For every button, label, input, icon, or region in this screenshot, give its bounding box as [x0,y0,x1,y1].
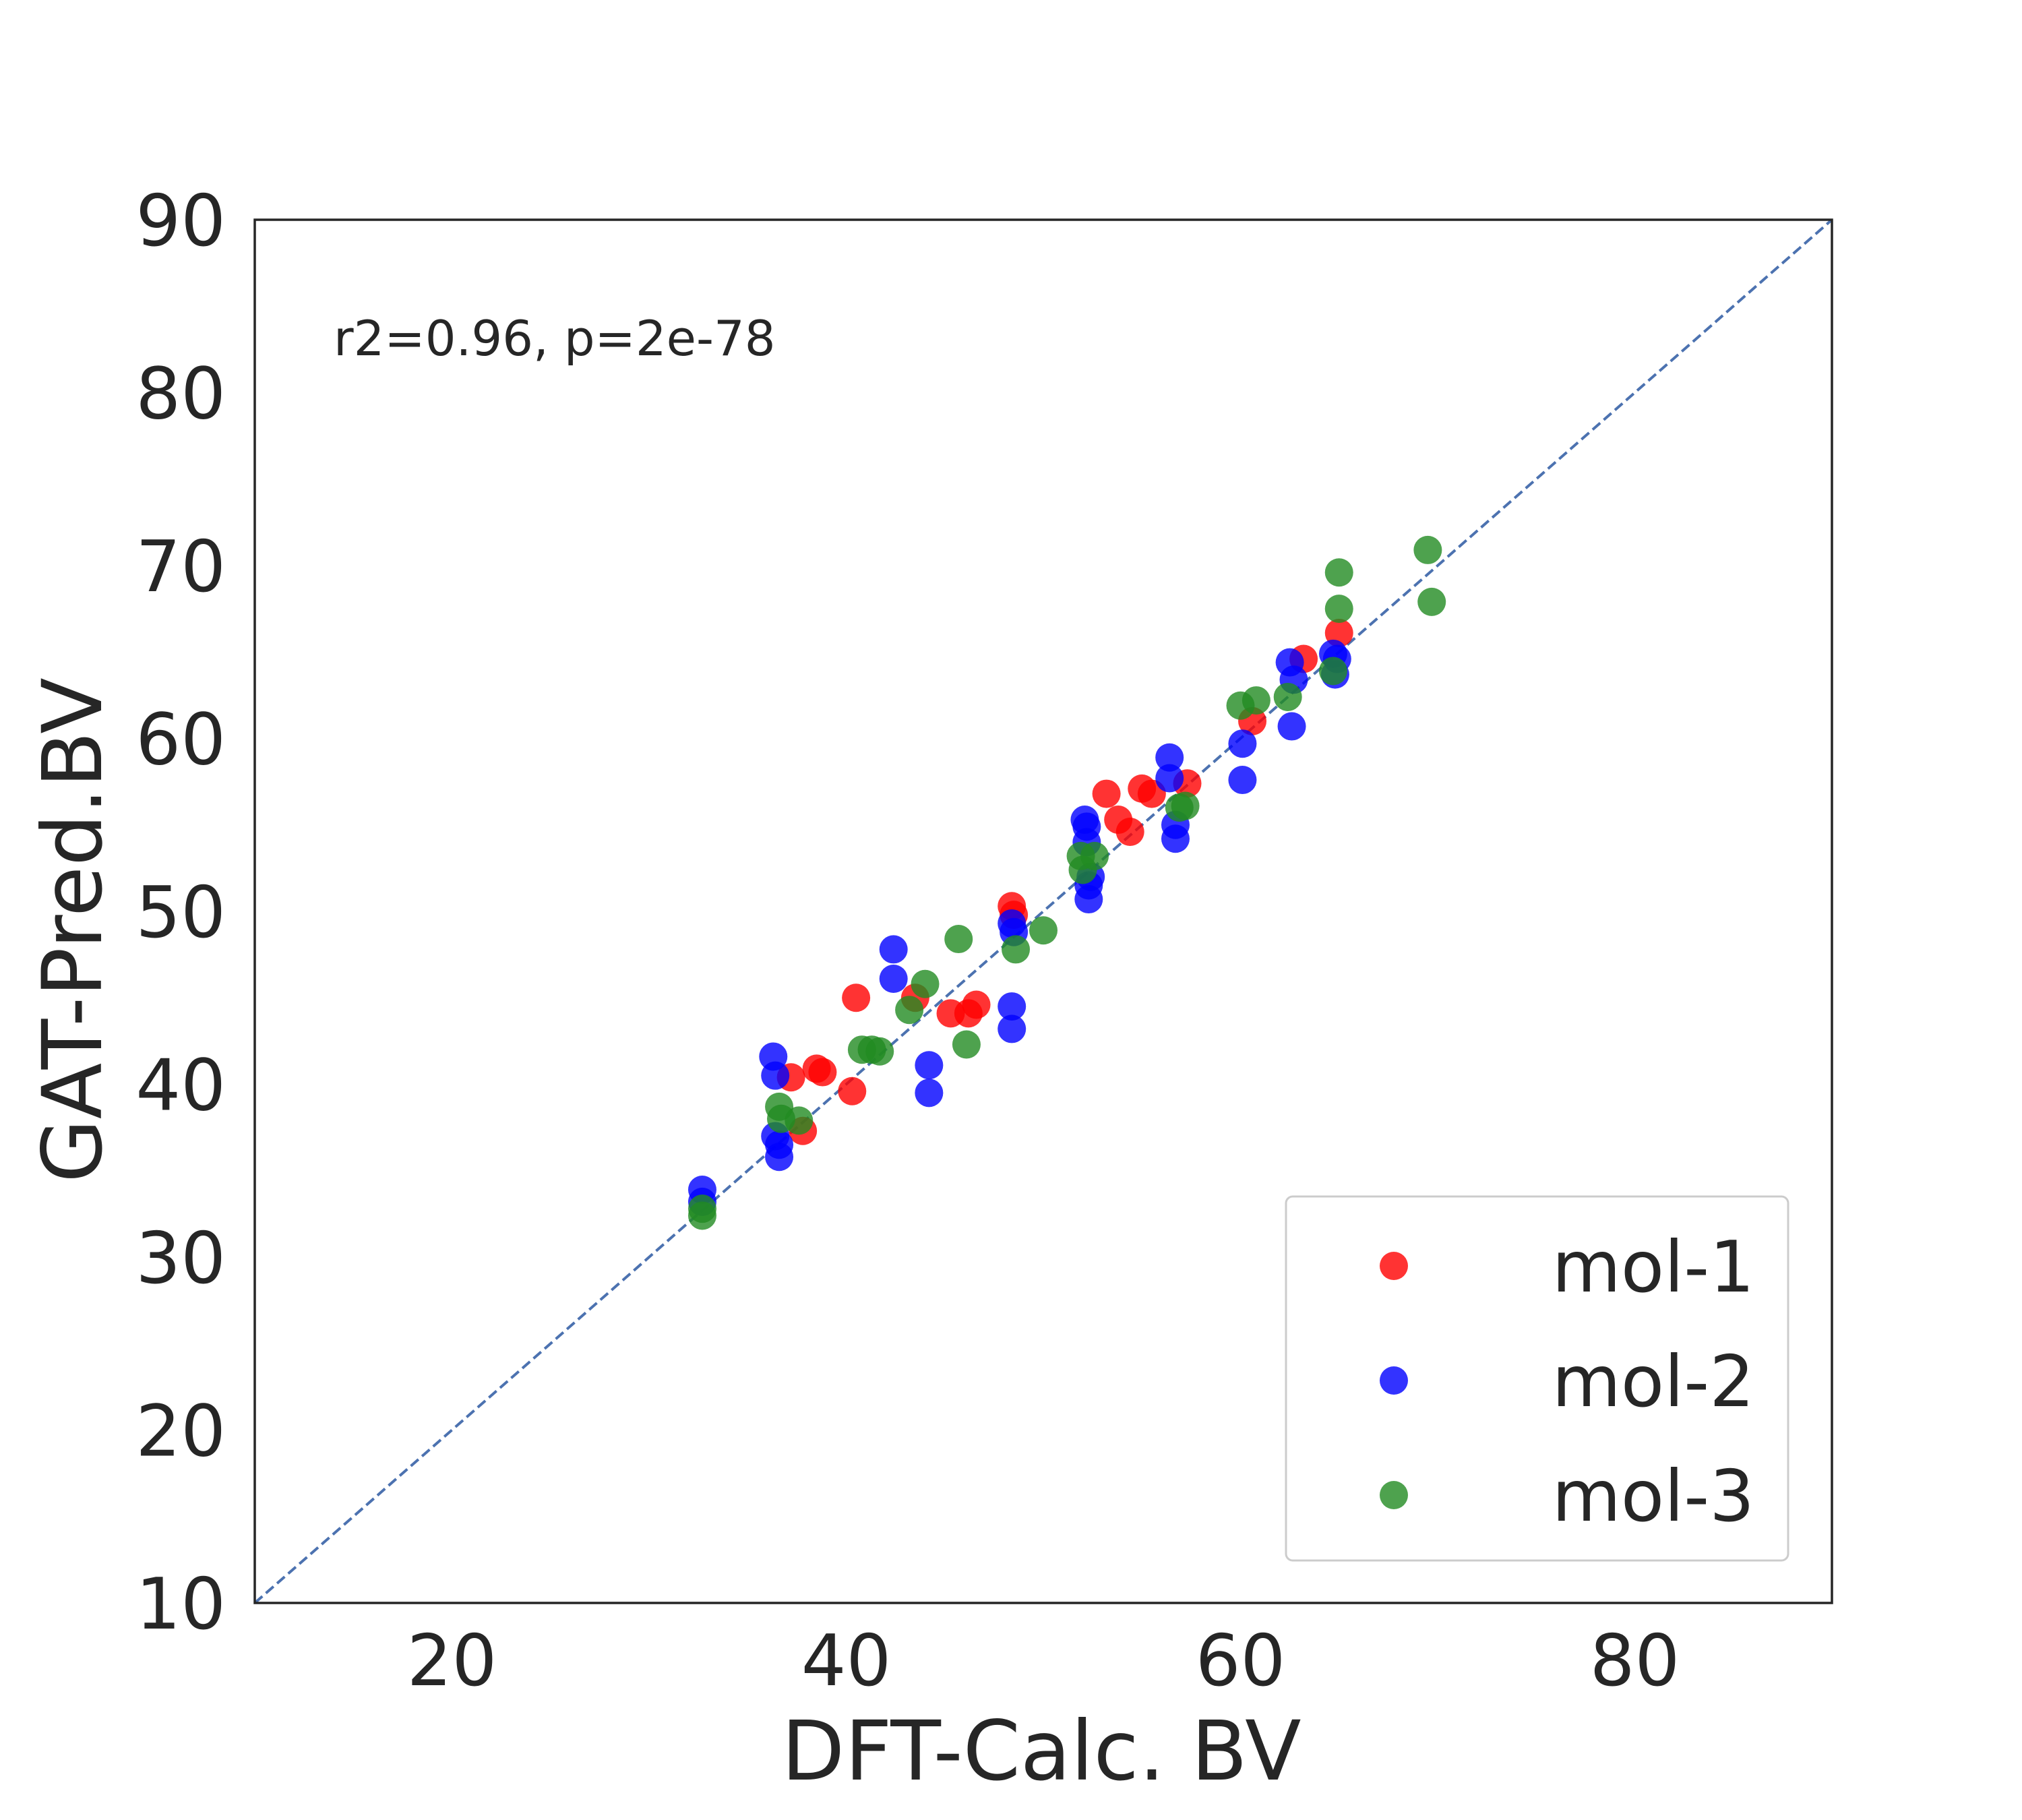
data-point-mol-2 [1155,764,1184,793]
data-point-mol-2 [1074,885,1103,914]
x-tick-label: 80 [1590,1620,1680,1702]
data-point-mol-2 [998,1014,1027,1043]
data-point-mol-3 [1080,841,1109,870]
data-point-mol-3 [1242,686,1270,715]
data-point-mol-3 [895,996,924,1025]
x-tick-label: 60 [1196,1620,1286,1702]
data-point-mol-3 [952,1030,981,1059]
data-point-mol-1 [1092,779,1121,808]
data-point-mol-3 [1171,791,1200,820]
data-point-mol-2 [1228,729,1257,758]
data-point-mol-3 [1417,587,1446,616]
data-point-mol-1 [1115,818,1144,847]
y-tick-label: 30 [135,1217,226,1300]
data-point-mol-2 [1155,743,1184,772]
data-point-mol-3 [1324,558,1353,587]
x-tick-label: 20 [407,1620,497,1702]
data-point-mol-3 [911,969,940,998]
identity-reference-line [253,218,1833,1604]
data-point-mol-2 [998,992,1027,1021]
legend-label-mol-3: mol-3 [1552,1455,1754,1538]
data-point-mol-2 [915,1079,944,1108]
data-point-mol-3 [687,1201,716,1230]
data-point-mol-2 [761,1061,790,1090]
data-point-mol-2 [765,1143,794,1172]
data-point-mol-3 [1273,682,1302,711]
legend-marker-mol-2 [1380,1366,1408,1395]
data-point-mol-2 [1228,766,1257,795]
x-axis-ticks: 20 40 60 80 [407,1620,1680,1702]
plot-frame [253,218,1833,1604]
y-tick-label: 70 [135,526,226,608]
data-points [687,535,1446,1230]
data-point-mol-3 [1002,935,1031,964]
legend-marker-mol-3 [1380,1481,1408,1509]
data-point-mol-2 [879,965,908,994]
legend-marker-mol-1 [1380,1252,1408,1280]
y-axis-ticks: 10 20 30 40 50 60 70 80 90 [135,180,226,1645]
data-point-mol-3 [1413,535,1442,564]
data-point-mol-2 [1161,824,1190,853]
data-point-mol-3 [785,1106,814,1135]
y-tick-label: 60 [135,699,226,781]
data-point-mol-1 [962,990,991,1019]
legend-label-mol-2: mol-2 [1552,1341,1754,1423]
data-point-mol-1 [808,1058,837,1087]
x-axis-label: DFT-Calc. BV [781,1703,1301,1799]
data-point-mol-2 [879,935,908,964]
stats-annotation: r2=0.96, p=2e-78 [334,310,776,367]
data-point-mol-3 [944,925,973,954]
legend-label-mol-1: mol-1 [1552,1226,1754,1308]
data-point-mol-3 [1324,595,1353,624]
y-tick-label: 50 [135,872,226,954]
y-tick-label: 20 [135,1391,226,1473]
data-point-mol-3 [1318,657,1347,686]
legend: mol-1 mol-2 mol-3 [1285,1195,1789,1562]
data-point-mol-3 [865,1037,894,1066]
x-tick-label: 40 [801,1620,892,1702]
data-point-mol-3 [1029,916,1058,945]
y-tick-label: 90 [135,180,226,262]
data-point-mol-1 [838,1076,867,1105]
y-tick-label: 10 [135,1563,226,1645]
legend-box [1285,1195,1789,1562]
y-tick-label: 80 [135,353,226,435]
data-point-mol-2 [915,1051,944,1080]
data-point-mol-2 [1277,712,1306,741]
y-tick-label: 40 [135,1045,226,1127]
y-axis-label: GAT-Pred.BV [25,677,121,1182]
data-point-mol-1 [842,983,871,1012]
